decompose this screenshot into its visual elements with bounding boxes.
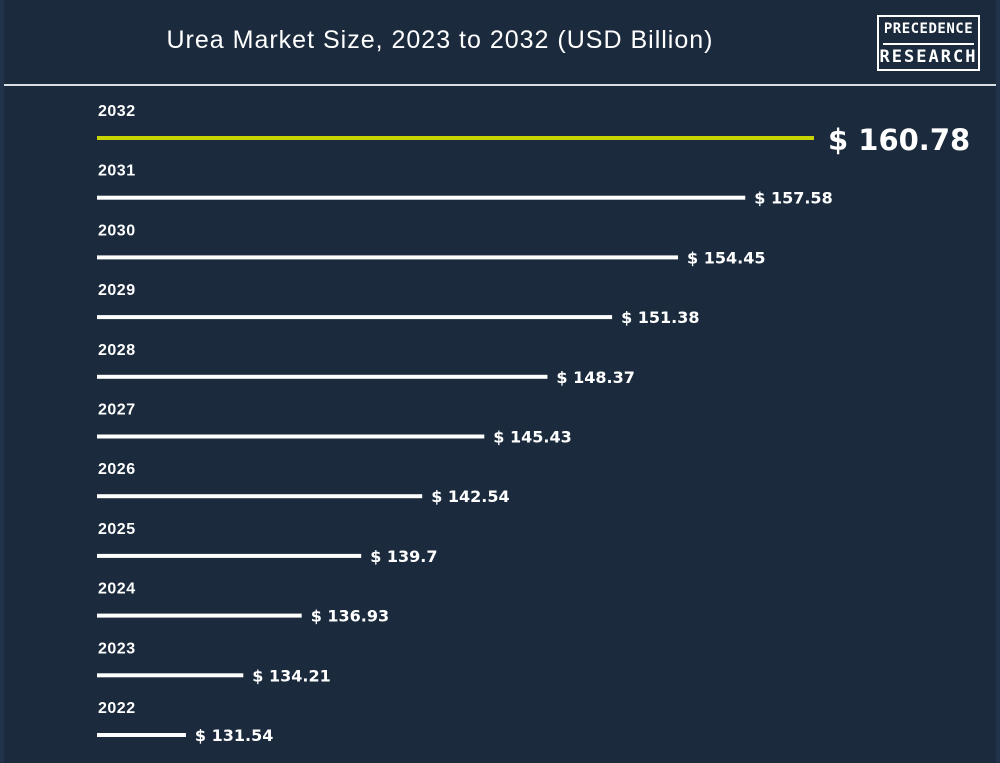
year-label-2022: 2022: [98, 700, 136, 717]
value-label-2023: $ 134.21: [252, 666, 330, 685]
bar-2025: [97, 553, 362, 558]
value-label-2030: $ 154.45: [687, 248, 765, 267]
brand-logo: PRECEDENCE RESEARCH: [877, 15, 980, 71]
year-label-2024: 2024: [98, 581, 136, 598]
value-label-2022: $ 131.54: [195, 726, 273, 745]
logo-line-2: RESEARCH: [879, 47, 978, 67]
value-label-2026: $ 142.54: [431, 487, 509, 506]
bar-2029: [97, 315, 613, 320]
value-label-2024: $ 136.93: [311, 607, 389, 626]
year-label-2030: 2030: [98, 222, 136, 239]
bar-2026: [97, 494, 423, 499]
bar-2024: [97, 613, 302, 618]
year-label-2026: 2026: [98, 461, 136, 478]
year-label-2032: 2032: [98, 103, 136, 120]
value-label-2027: $ 145.43: [493, 428, 571, 447]
logo-line-1: PRECEDENCE: [883, 21, 974, 37]
year-label-2027: 2027: [98, 402, 136, 419]
year-label-2029: 2029: [98, 282, 136, 299]
bar-2022: [97, 733, 186, 737]
bar-2030: [97, 255, 679, 260]
value-label-2025: $ 139.7: [370, 547, 437, 566]
value-label-2031: $ 157.58: [754, 189, 832, 208]
bar-2031: [97, 195, 746, 200]
bar-2028: [97, 374, 548, 379]
year-label-2023: 2023: [98, 640, 136, 657]
value-label-2028: $ 148.37: [556, 368, 634, 387]
header-divider: [4, 84, 996, 86]
bar-2027: [97, 434, 485, 439]
bar-2032: [97, 136, 814, 140]
year-label-2031: 2031: [98, 163, 136, 180]
value-label-2032: $ 160.78: [828, 123, 970, 157]
logo-divider: [883, 43, 974, 45]
year-label-2028: 2028: [98, 342, 136, 359]
value-label-2029: $ 151.38: [621, 308, 699, 327]
bar-2023: [97, 673, 244, 678]
year-label-2025: 2025: [98, 521, 136, 538]
chart-title: Urea Market Size, 2023 to 2032 (USD Bill…: [166, 26, 714, 54]
